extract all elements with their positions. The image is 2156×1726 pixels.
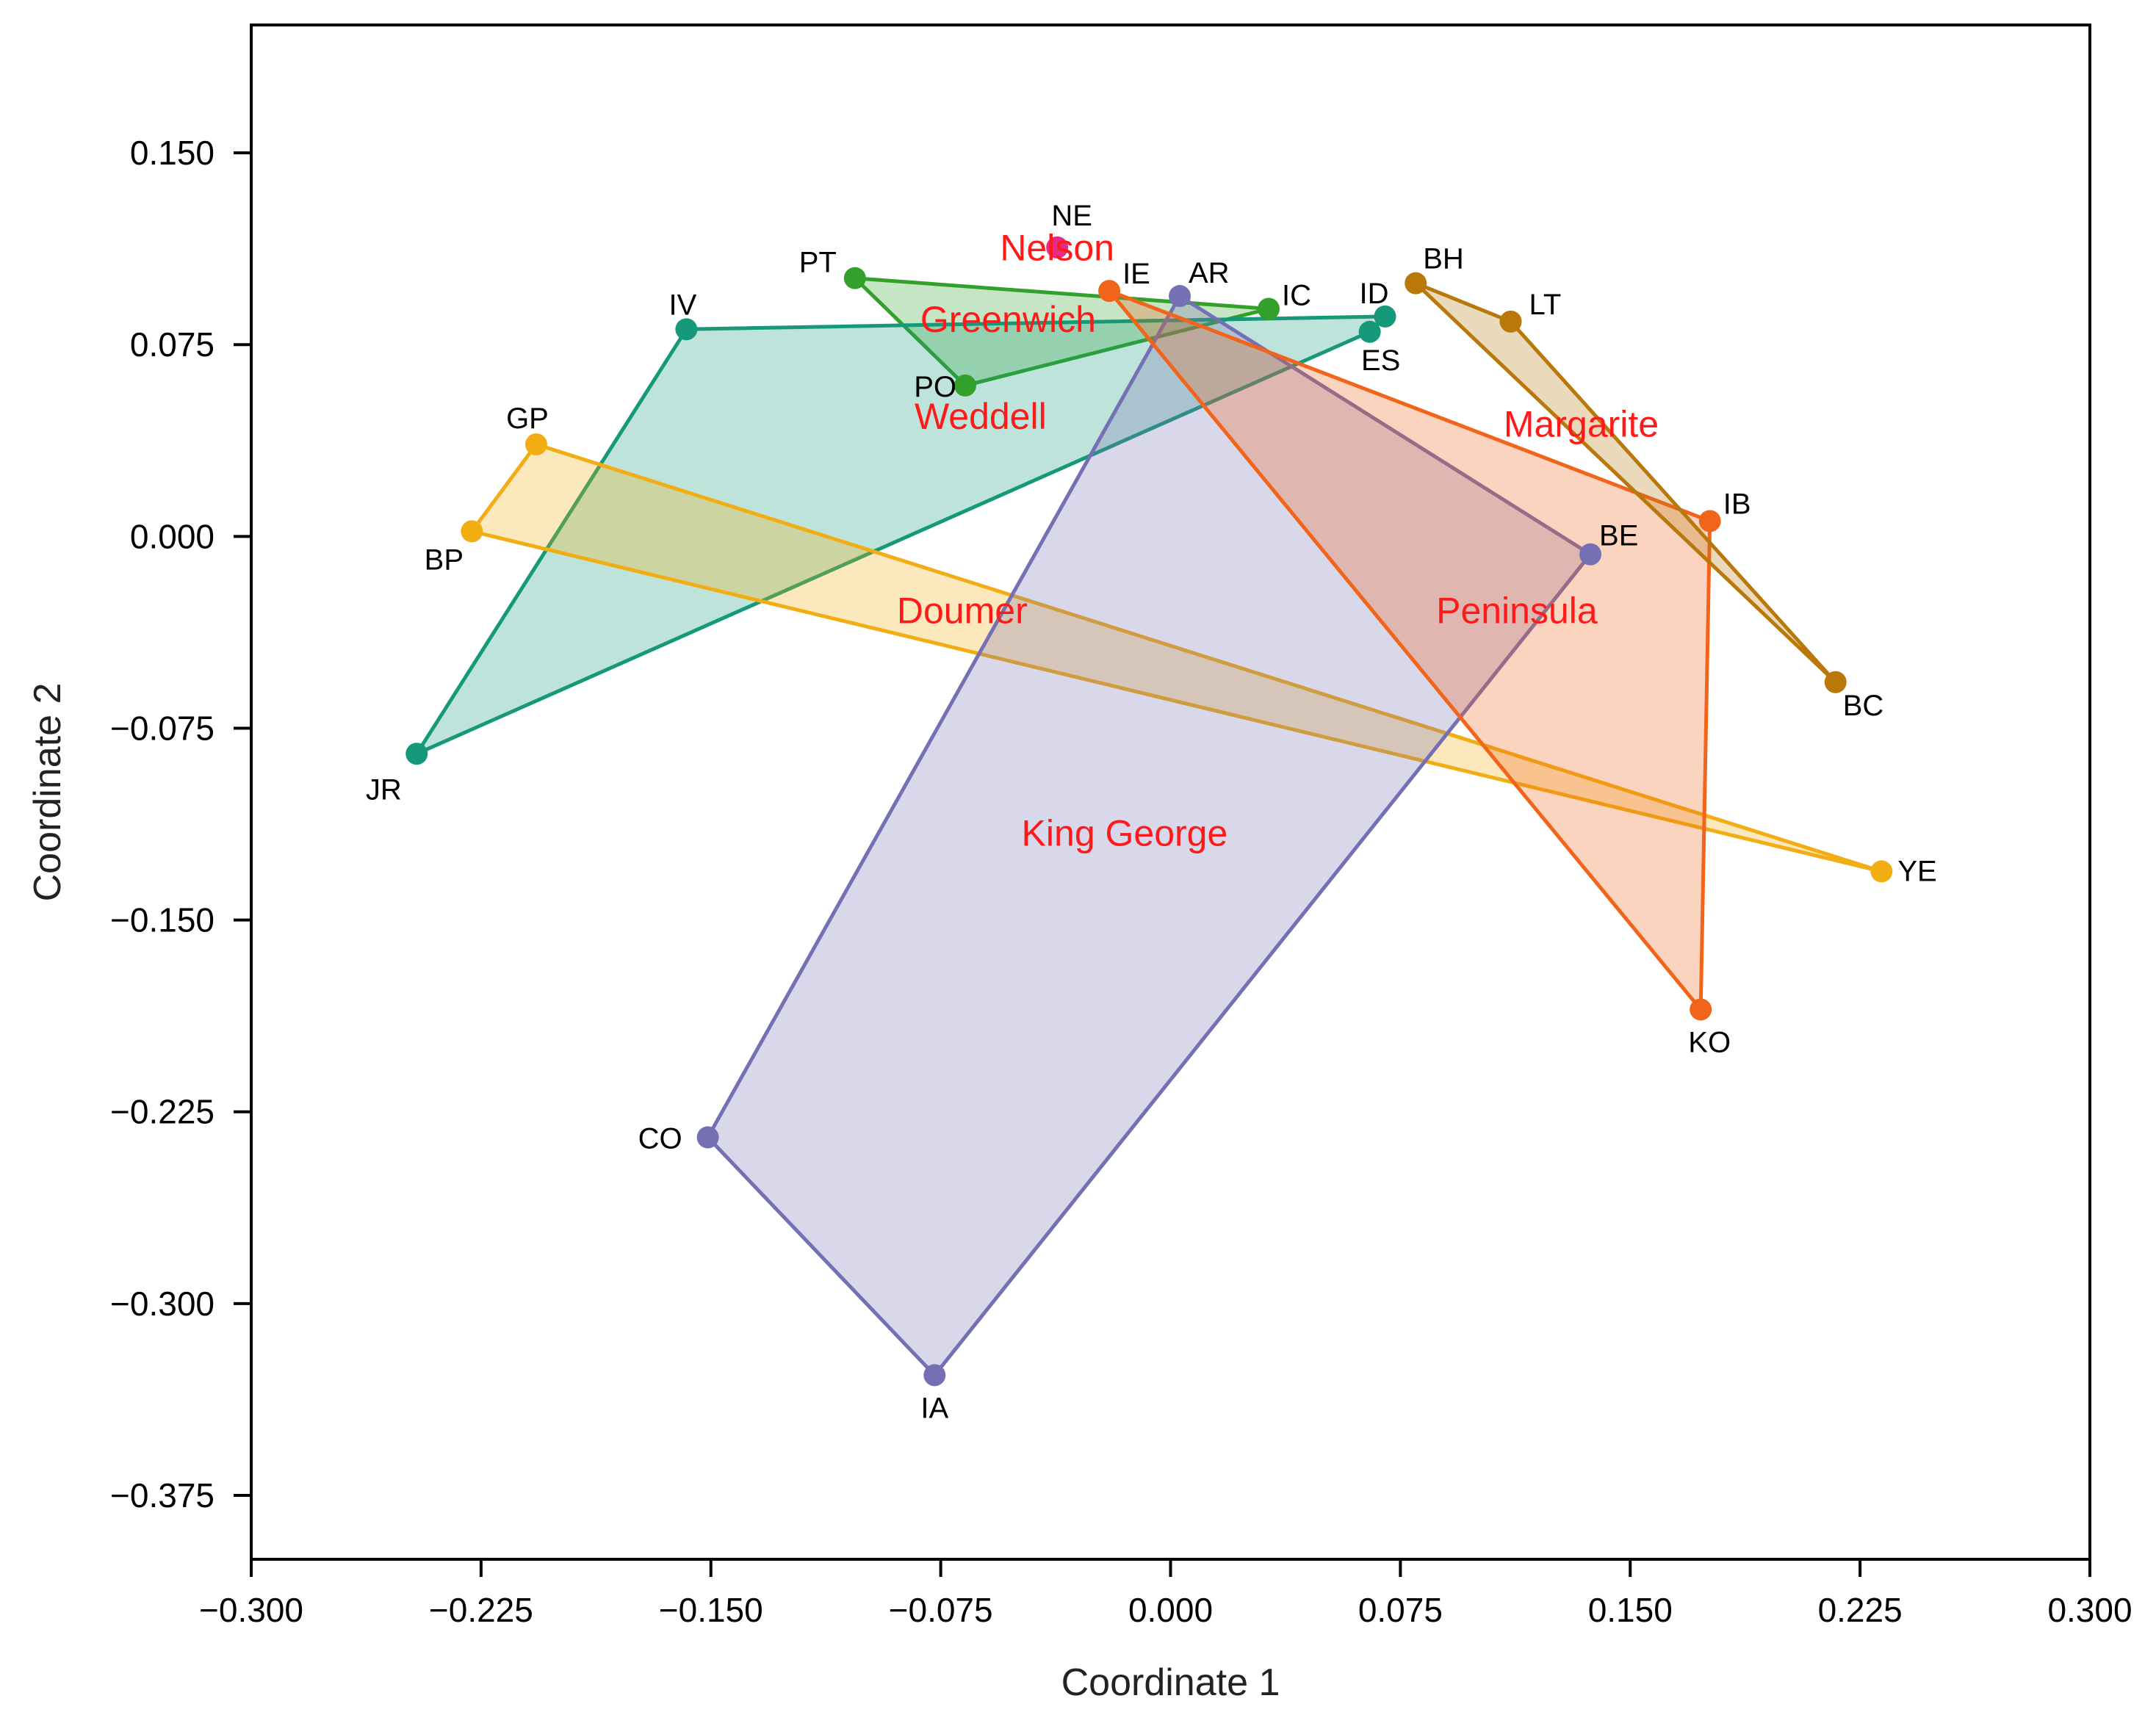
point-co <box>696 1126 719 1149</box>
point-label-ar: AR <box>1189 257 1230 289</box>
group-labels: Nelson Greenwich Weddell Margarite Doumer Pen… <box>897 227 1659 853</box>
point-label-be: BE <box>1599 520 1638 552</box>
point-bc <box>1824 671 1847 693</box>
point-ar <box>1169 285 1191 308</box>
point-lt <box>1499 310 1522 333</box>
point-es <box>1358 320 1381 343</box>
y-axis-title: Coordinate 2 <box>26 683 69 902</box>
x-tick-label: −0.225 <box>429 1591 533 1629</box>
point-label-bp: BP <box>425 544 464 576</box>
y-tick-label: −0.225 <box>110 1093 214 1131</box>
data-points <box>405 236 1893 1387</box>
hull-margarite <box>1413 281 1838 685</box>
point-label-bc: BC <box>1843 690 1884 722</box>
point-ye <box>1870 860 1893 883</box>
group-label-peninsula: Peninsula <box>1436 591 1598 632</box>
point-id <box>1374 305 1396 328</box>
point-label-iv: IV <box>668 289 696 321</box>
point-label-po: PO <box>914 371 956 403</box>
y-tick-label: −0.300 <box>110 1285 214 1323</box>
hull-greenwich <box>853 276 1271 388</box>
y-tick-label: −0.075 <box>110 709 214 747</box>
point-jr <box>405 743 428 765</box>
group-label-margarite: Margarite <box>1504 404 1659 445</box>
x-tick-label: 0.000 <box>1128 1591 1213 1629</box>
point-label-jr: JR <box>366 773 402 806</box>
point-label-ib: IB <box>1723 488 1751 520</box>
axes: −0.300 −0.225 −0.150 −0.075 0.000 0.075 0.150 0… <box>110 24 2132 1629</box>
point-ie <box>1098 280 1121 303</box>
group-hulls <box>414 276 1883 1377</box>
point-ic <box>1257 297 1280 320</box>
y-tick-label: 0.150 <box>130 134 214 172</box>
hull-peninsula <box>1107 289 1712 1011</box>
x-tick-label: −0.150 <box>659 1591 763 1629</box>
point-pt <box>843 267 866 289</box>
point-label-gp: GP <box>506 402 549 435</box>
x-tick-label: 0.075 <box>1358 1591 1443 1629</box>
x-axis-title: Coordinate 1 <box>1061 1661 1280 1704</box>
y-tick-label: −0.150 <box>110 901 214 939</box>
x-tick-label: 0.300 <box>2047 1591 2132 1629</box>
point-be <box>1579 543 1602 566</box>
point-label-ko: KO <box>1688 1026 1731 1058</box>
y-tick-label: 0.000 <box>130 517 214 555</box>
point-label-id: ID <box>1360 278 1389 310</box>
x-tick-label: 0.150 <box>1588 1591 1673 1629</box>
point-label-ie: IE <box>1122 258 1150 290</box>
point-ko <box>1690 998 1712 1021</box>
point-label-ic: IC <box>1282 279 1311 311</box>
group-label-doumer: Doumer <box>897 591 1028 632</box>
point-gp <box>524 433 547 455</box>
point-bp <box>461 520 483 543</box>
hull-doumer <box>469 442 1883 873</box>
point-iv <box>675 318 698 341</box>
x-tick-label: −0.300 <box>199 1591 303 1629</box>
point-labels: NE PT IC PO IV ID ES JR GP BP YE AR BE IA CO IE IB KO BH LT… <box>366 200 1937 1424</box>
group-label-nelson: Nelson <box>1000 227 1114 268</box>
x-tick-label: 0.225 <box>1818 1591 1903 1629</box>
point-label-ye: YE <box>1897 855 1936 887</box>
group-label-king-george: King George <box>1022 813 1228 854</box>
point-label-es: ES <box>1361 344 1400 377</box>
point-ia <box>923 1364 946 1387</box>
point-ib <box>1698 510 1721 532</box>
point-label-ne: NE <box>1051 200 1092 232</box>
point-label-ia: IA <box>920 1392 948 1424</box>
point-ne <box>1046 236 1069 259</box>
point-bh <box>1405 272 1427 295</box>
y-tick-label: 0.075 <box>130 325 214 364</box>
group-label-greenwich: Greenwich <box>920 299 1096 340</box>
point-label-pt: PT <box>799 247 837 279</box>
point-label-lt: LT <box>1529 289 1562 321</box>
point-po <box>953 374 976 397</box>
point-label-bh: BH <box>1423 243 1464 275</box>
point-label-co: CO <box>638 1123 682 1155</box>
y-tick-label: −0.375 <box>110 1476 214 1514</box>
group-label-weddell: Weddell <box>915 396 1047 437</box>
x-tick-label: −0.075 <box>889 1591 993 1629</box>
